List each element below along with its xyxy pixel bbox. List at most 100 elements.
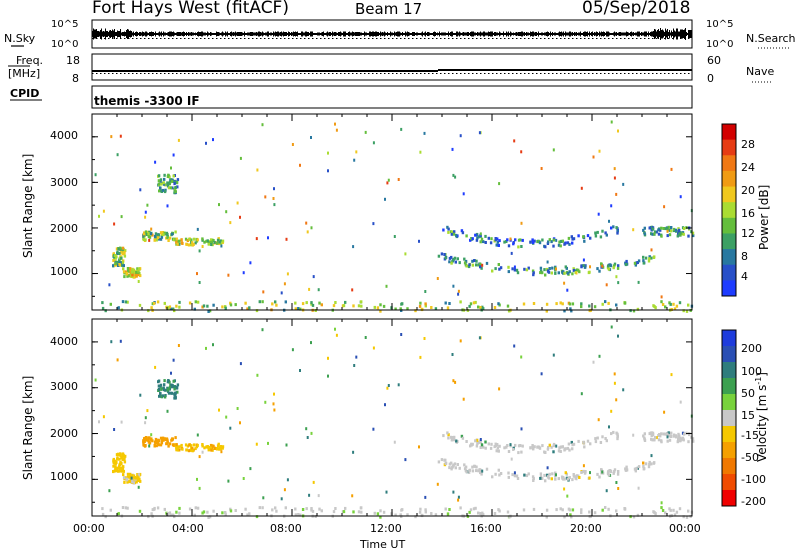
velocity-pixel (382, 510, 386, 514)
velocity-pixel (454, 380, 457, 384)
power-pixel (150, 227, 153, 231)
power-pixel (540, 167, 543, 170)
power-pixel (160, 182, 163, 186)
power-pixel (520, 245, 523, 248)
power-pixel (653, 230, 657, 234)
cpid-panel-frame (91, 85, 693, 109)
nsky-bar (454, 33, 455, 35)
velocity-pixel (246, 513, 249, 517)
velocity-pixel (311, 509, 315, 513)
velocity-pixel (555, 444, 558, 448)
nave-dot (288, 73, 290, 74)
power-pixel (477, 305, 480, 309)
nsky-bar (368, 33, 369, 35)
velocity-pixel (612, 430, 615, 434)
nsky-bar (462, 32, 463, 36)
velocity-pixel (334, 507, 337, 510)
nsky-bar (225, 31, 226, 37)
nsky-bar (456, 31, 457, 37)
power-pixel (651, 227, 655, 231)
power-pixel (256, 168, 259, 172)
nsky-bar (305, 31, 306, 37)
velocity-pixel (126, 472, 130, 476)
nsky-bar (437, 32, 438, 36)
nave-tick-bottom: 0 (707, 72, 714, 85)
velocity-pixel (360, 506, 363, 510)
nave-dot (168, 73, 170, 74)
nsky-bar (231, 31, 232, 37)
velocity-pixel (169, 391, 173, 395)
nsearch-dot (476, 38, 478, 39)
nsky-bar (200, 32, 201, 36)
power-pixel (160, 231, 164, 235)
power-pixel (610, 226, 613, 230)
power-pixel (379, 309, 382, 313)
power-pixel (506, 304, 510, 308)
velocity-pixel (171, 391, 174, 395)
velocity-pixel (532, 446, 535, 450)
velocity-pixel (475, 444, 479, 448)
nsky-bar (122, 32, 123, 36)
power-pixel (589, 265, 591, 269)
nave-dot (448, 73, 450, 74)
nsky-bar (413, 32, 414, 36)
nave-dot (688, 73, 690, 74)
nave-dot (516, 73, 518, 74)
velocity-pixel (153, 443, 156, 447)
velocity-pixel (192, 443, 196, 447)
nsky-bar (240, 32, 241, 36)
power-pixel (280, 291, 283, 295)
velocity-pixel (510, 457, 513, 461)
nsky-bar (117, 30, 118, 38)
nsearch-dot (180, 38, 182, 39)
power-pixel (469, 302, 473, 306)
velocity-pixel (575, 477, 578, 481)
nave-dot (388, 73, 390, 74)
power-pixel (262, 290, 265, 294)
velocity-pixel (148, 444, 151, 448)
nsky-bar (560, 32, 561, 36)
nsky-bar (583, 32, 584, 36)
nave-dot (104, 73, 106, 74)
nsky-bar (668, 32, 669, 36)
nsky-bar (201, 31, 202, 37)
power-pixel (679, 195, 682, 199)
nsky-label: N.Sky (4, 32, 36, 45)
nsearch-dot (644, 38, 646, 39)
power-pixel (153, 301, 156, 305)
velocity-pixel (570, 440, 573, 444)
velocity-pixel (135, 480, 138, 484)
power-pixel (598, 149, 601, 153)
power-pixel (198, 249, 201, 253)
power-pixel (101, 301, 104, 305)
power-pixel (653, 255, 656, 259)
velocity-pixel (566, 494, 569, 498)
power-pixel (564, 265, 567, 269)
velocity-pixel (550, 445, 553, 449)
nsky-bar (541, 32, 542, 36)
nsky-bar (340, 31, 341, 37)
nsky-bar (199, 32, 200, 36)
nsearch-dot (356, 38, 358, 39)
power-pixel (677, 232, 680, 236)
nsky-bar (467, 32, 468, 36)
power-pixel (452, 173, 455, 177)
nsky-bar (574, 32, 575, 36)
velocity-pixel (443, 458, 446, 462)
power-pixel (566, 288, 569, 292)
power-pixel (239, 215, 241, 219)
nsky-bar (402, 32, 403, 36)
nsearch-dot (100, 38, 102, 39)
nsky-bar (285, 32, 286, 36)
nsearch-dot (388, 38, 390, 39)
velocity-pixel (550, 477, 553, 481)
power-pixel (129, 274, 133, 278)
velocity-pixel (430, 512, 433, 515)
power-pixel (660, 234, 663, 238)
nsearch-dot (384, 38, 386, 39)
velocity-pixel (632, 515, 636, 519)
nave-dot (280, 73, 282, 74)
nsky-bar (442, 32, 443, 36)
nsky-bar (367, 33, 368, 35)
nsky-bar (294, 32, 295, 36)
